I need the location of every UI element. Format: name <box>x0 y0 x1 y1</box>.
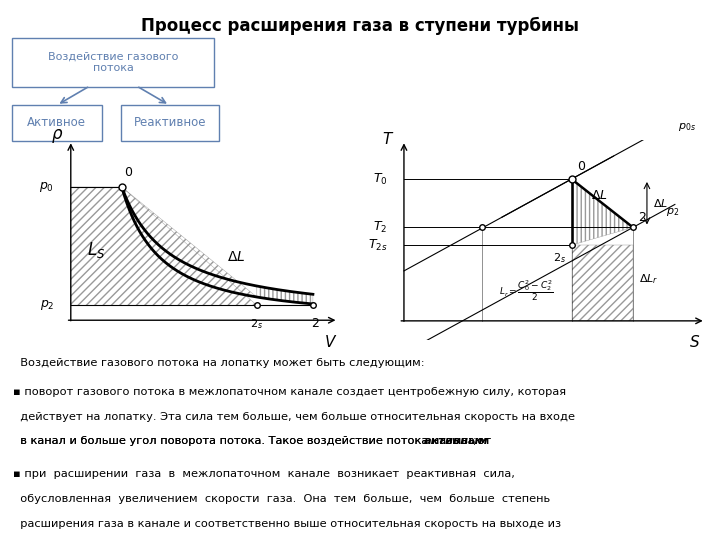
Text: 2: 2 <box>312 317 320 330</box>
Text: Процесс расширения газа в ступени турбины: Процесс расширения газа в ступени турбин… <box>141 17 579 36</box>
Text: $\Delta L$: $\Delta L$ <box>228 250 246 264</box>
Text: Активное: Активное <box>27 116 86 129</box>
Text: $\Delta L_r$: $\Delta L_r$ <box>639 272 658 286</box>
Text: $V$: $V$ <box>324 334 338 349</box>
Text: 0: 0 <box>577 160 585 173</box>
FancyBboxPatch shape <box>12 38 215 87</box>
Text: расширения газа в канале и соответственно выше относительная скорость на выходе : расширения газа в канале и соответственн… <box>13 519 561 529</box>
Text: $L_S$: $L_S$ <box>87 240 105 260</box>
Text: ;: ; <box>472 436 475 447</box>
Text: $2_s$: $2_s$ <box>553 252 566 265</box>
Text: активным: активным <box>423 436 488 447</box>
Text: $p_{0s}$: $p_{0s}$ <box>678 121 696 133</box>
Text: $L_r = \dfrac{C_0^2 - C_2^2}{2}$: $L_r = \dfrac{C_0^2 - C_2^2}{2}$ <box>499 278 554 303</box>
Text: ▪ при  расширении  газа  в  межлопаточном  канале  возникает  реактивная  сила,: ▪ при расширении газа в межлопаточном ка… <box>13 469 515 479</box>
Text: в канал и больше угол поворота потока. Такое воздействие потока называют: в канал и больше угол поворота потока. Т… <box>13 436 495 447</box>
Text: $2_s$: $2_s$ <box>251 317 264 330</box>
Text: $\rho$: $\rho$ <box>50 127 63 145</box>
Text: $p_2$: $p_2$ <box>40 298 54 312</box>
Text: 0: 0 <box>125 166 132 179</box>
Text: $T$: $T$ <box>382 131 395 147</box>
Text: ▪ поворот газового потока в межлопаточном канале создает центробежную силу, кото: ▪ поворот газового потока в межлопаточно… <box>13 387 566 397</box>
Text: $\Delta L$: $\Delta L$ <box>591 188 608 201</box>
Text: $T_2$: $T_2$ <box>373 220 387 235</box>
Text: Реактивное: Реактивное <box>134 116 207 129</box>
Text: в канал и больше угол поворота потока. Такое воздействие потока называют: в канал и больше угол поворота потока. Т… <box>13 436 495 447</box>
Text: $S$: $S$ <box>689 334 700 350</box>
Text: обусловленная  увеличением  скорости  газа.  Она  тем  больше,  чем  больше  сте: обусловленная увеличением скорости газа.… <box>13 494 550 504</box>
Text: $p_2$: $p_2$ <box>667 206 680 218</box>
FancyBboxPatch shape <box>12 105 102 141</box>
Text: действует на лопатку. Эта сила тем больше, чем больше относительная скорость на : действует на лопатку. Эта сила тем больш… <box>13 411 575 422</box>
Text: $T_0$: $T_0$ <box>372 172 387 187</box>
Text: Воздействие газового
потока: Воздействие газового потока <box>48 51 179 73</box>
Text: $T_{2s}$: $T_{2s}$ <box>368 238 387 253</box>
Text: $p_0$: $p_0$ <box>40 180 54 194</box>
FancyBboxPatch shape <box>122 105 219 141</box>
Text: Воздействие газового потока на лопатку может быть следующим:: Воздействие газового потока на лопатку м… <box>13 358 425 368</box>
Text: 2: 2 <box>639 211 647 224</box>
Text: $\Delta L$: $\Delta L$ <box>652 197 667 209</box>
